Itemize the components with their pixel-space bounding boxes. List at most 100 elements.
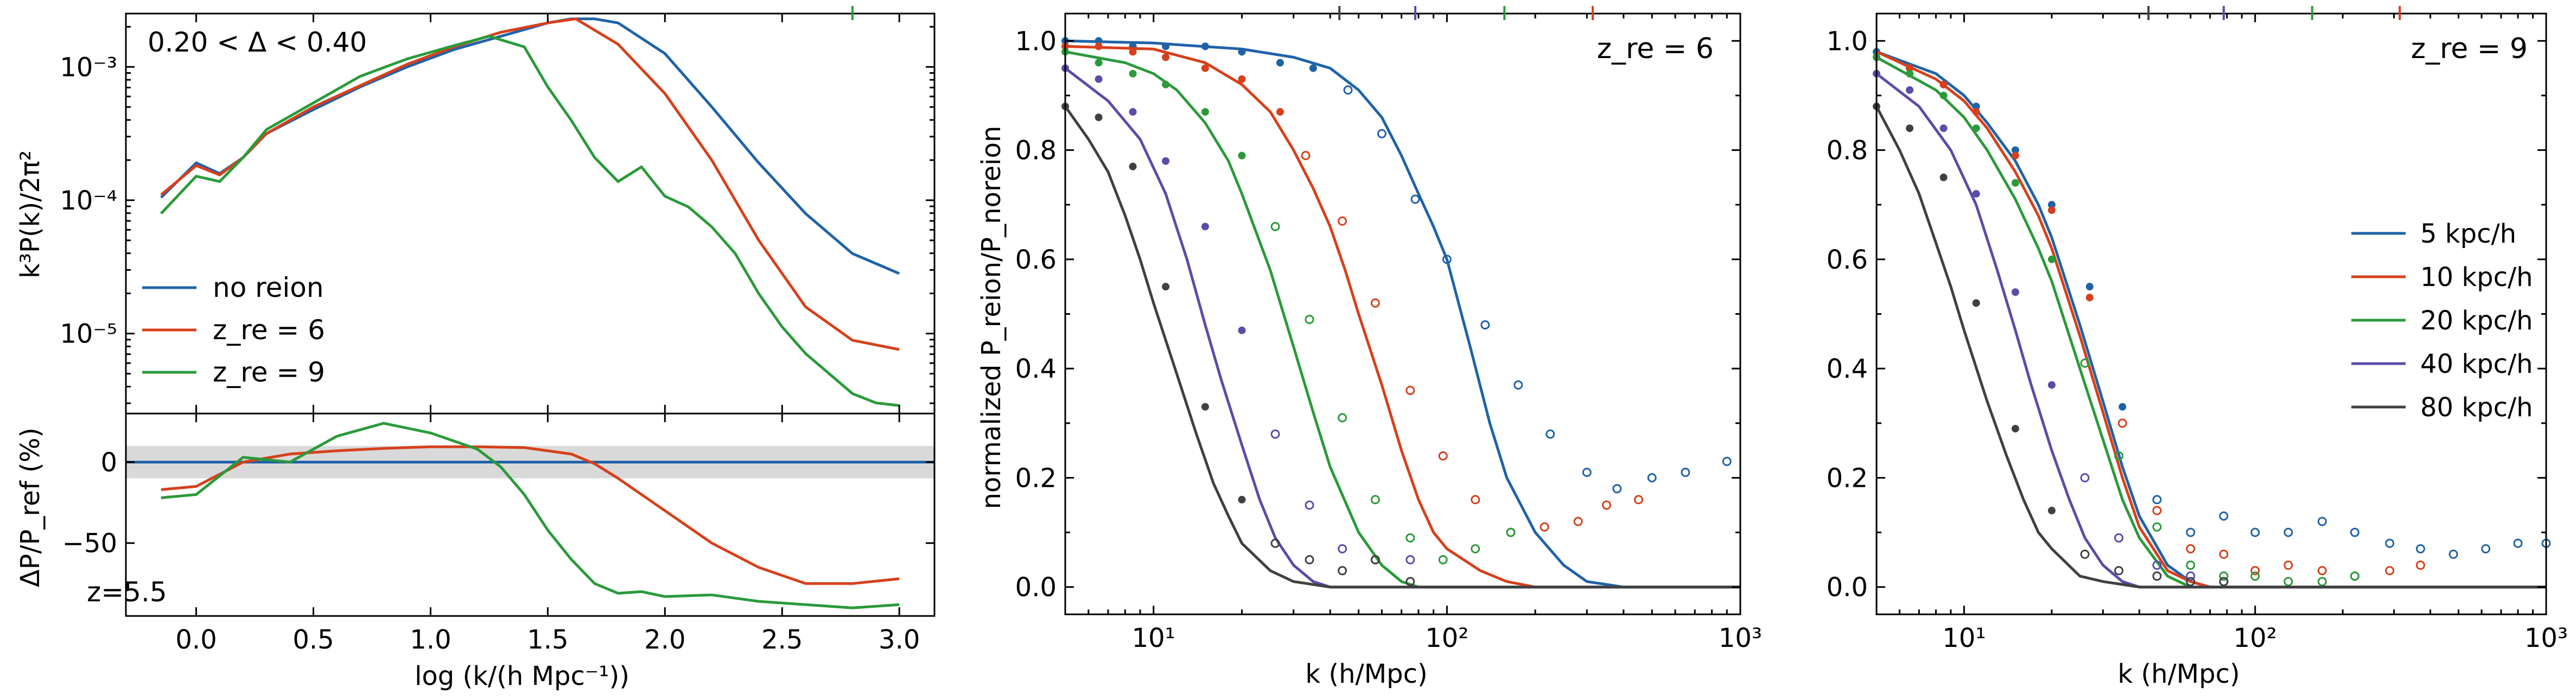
relative-difference-line-zre-6 [161,445,900,585]
zre-6-5-kpc-h-open-point [1513,380,1523,390]
zre-9-5-kpc-h-open-point [2219,511,2229,521]
zre-6-80-kpc-h-filled-point [1238,495,1246,504]
zre-6-lines [1061,37,1740,589]
zre-6-5-kpc-h-filled-point [1201,42,1209,50]
zre-9-20-kpc-h-open-point [2219,571,2229,581]
zre-9-5-kpc-h-filled-point [2119,403,2127,411]
zre-6-80-kpc-h-open-point [1370,555,1380,564]
zre-9-20-kpc-h-open-point [2250,571,2260,581]
zre-9-10-kpc-h-open-point [2284,560,2293,570]
zre-9-y-tick-label: 0.4 [1827,354,1868,384]
zre-6-40-kpc-h-open-point [1270,429,1280,439]
zre-6-5-kpc-h-open-point [1480,320,1490,330]
zre-9-20-kpc-h-open-point [2284,577,2293,587]
zre-6-80-kpc-h-filled-point [1129,162,1137,170]
zre-9-10-kpc-h-filled-point [2085,294,2094,302]
zre-9-40-kpc-h-open-point [2152,560,2162,570]
zre-9-10-kpc-h-open-point [2317,565,2327,575]
zre-6-5-kpc-h-open-point [1582,467,1592,477]
zre-6-5-kpc-h-open-point [1377,129,1386,138]
zre-6-20-kpc-h-open-point [1471,544,1480,554]
zre-6-20-kpc-h-filled-point [1238,151,1246,160]
zre-6-20-kpc-h-filled-point [1095,59,1103,67]
zre-9-40-kpc-h-filled-point [2047,381,2056,389]
zre-6-10-kpc-h-open-point [1405,385,1415,395]
zre-6-20-kpc-h-open-point [1370,495,1380,505]
zre-6-10-kpc-h-curve [1065,45,1740,589]
zre-6-5-kpc-h-open-point [1410,194,1420,204]
power-spectrum-y-tick-label: 10⁻³ [60,52,117,82]
zre-6-80-kpc-h-curve [1064,105,1740,589]
relative-difference-panel: 0 −50 0.0 0.5 1.0 1.5 2.0 2.5 3.0 z=5.5 ΔP/P_ref… [15,412,936,691]
zre-6-20-kpc-h-open-point [1405,533,1415,543]
legend-label: 10 kpc/h [2420,262,2533,293]
zre-6-x-tick-label: 10¹ [1132,623,1175,653]
relative-difference-lines [126,422,934,609]
zre-9-10-kpc-h-open-point [2219,549,2229,559]
relative-difference-x-tick-label: 2.5 [761,625,803,655]
zre-6-20-kpc-h-filled-point [1162,80,1170,88]
zre-9-title: z_re = 9 [2411,33,2528,65]
zre-6-x-tick-label: 10³ [1719,623,1762,653]
power-spectrum-frame [125,12,936,415]
zre-9-40-kpc-h-filled-point [2011,288,2019,296]
zre-6-x-label: k (h/Mpc) [1305,659,1427,689]
relative-difference-x-tick-label: 0.5 [292,625,334,655]
zre-9-10-kpc-h-open-point [2385,565,2395,575]
zre-9-lines [1873,48,2551,589]
zre-9-y-tick-label: 0.8 [1827,136,1868,166]
zre-6-panel: 0.0 0.2 0.4 0.6 0.8 1.0 10¹ 10² 10³ z_re = 6 nor… [976,6,1762,689]
zre-9-5-kpc-h-open-point [2350,528,2359,537]
zre-9-20-kpc-h-filled-point [2011,179,2019,187]
zre-9-5-kpc-h-open-point [2284,528,2293,537]
zre-6-40-kpc-h-filled-point [1095,75,1103,83]
relative-difference-x-tick-label: 0.0 [175,625,217,655]
zre-6-5-kpc-h-open-point [1681,467,1690,477]
relative-difference-y-tick-label: −50 [62,529,117,559]
zre-6-5-kpc-h-open-point [1442,255,1452,264]
zre-9-20-kpc-h-filled-point [1972,124,1980,132]
zre-9-panel: 0.0 0.2 0.4 0.6 0.8 1.0 10¹ 10² 10³ z_re = 9 5 k… [1827,6,2568,689]
zre-6-5-kpc-h-filled-point [1276,59,1284,67]
zre-6-5-kpc-h-filled-point [1309,64,1317,72]
zre-6-10-kpc-h-open-point [1540,522,1549,532]
zre-6-5-kpc-h-filled-point [1238,48,1246,56]
zre-6-20-kpc-h-open-point [1438,555,1448,564]
zre-6-5-kpc-h-filled-point [1095,37,1103,45]
zre-6-y-tick-label: 0.0 [1015,573,1057,603]
zre-9-80-kpc-h-open-point [2080,549,2090,559]
zre-9-80-kpc-h-curve [1875,105,2546,589]
zre-6-10-kpc-h-open-point [1471,495,1480,505]
zre-6-40-kpc-h-filled-point [1162,157,1170,165]
zre-9-5-kpc-h-open-point [2385,538,2395,548]
zre-9-10-kpc-h-filled-point [1906,64,1914,72]
zre-6-80-kpc-h-open-point [1305,555,1314,564]
zre-6-10-kpc-h-filled-point [1201,64,1209,72]
zre-6-20-kpc-h-open-point [1506,528,1516,537]
resolution-legend: 5 kpc/h 10 kpc/h 20 kpc/h 40 kpc/h 80 kpc/h [2351,219,2533,423]
zre-6-5-kpc-h-curve [1065,39,1740,589]
zre-6-y-tick-label: 0.6 [1015,245,1057,275]
zre-6-5-kpc-h-open-point [1545,429,1555,439]
zre-9-80-kpc-h-filled-point [1939,173,1948,181]
zre-6-5-kpc-h-open-point [1343,85,1353,95]
zre-6-80-kpc-h-filled-point [1162,283,1170,291]
zre-6-10-kpc-h-filled-point [1095,42,1103,50]
zre-9-80-kpc-h-open-point [2152,571,2162,581]
power-spectrum-y-label: k³P(k)/2π² [15,150,46,278]
zre-9-10-kpc-h-filled-point [1972,108,1980,116]
zre-9-80-kpc-h-filled-point [2011,424,2019,433]
zre-6-20-kpc-h-filled-point [1201,108,1209,116]
relative-difference-x-tick-label: 2.0 [644,625,685,655]
zre-6-40-kpc-h-open-point [1405,555,1415,564]
zre-9-5-kpc-h-filled-point [2047,201,2056,209]
power-spectrum-legend: no reion z_re = 6 z_re = 9 [142,272,325,388]
power-spectrum-y-tick-label: 10⁻⁵ [60,319,117,350]
zre-6-10-kpc-h-open-point [1602,500,1612,510]
zre-6-40-kpc-h-filled-point [1201,223,1209,231]
zre-9-x-tick-label: 10² [2234,623,2277,653]
zre-6-10-kpc-h-filled-point [1129,48,1137,56]
zre-9-5-kpc-h-open-point [2186,528,2196,537]
zre-6-10-kpc-h-open-point [1634,495,1644,505]
power-spectrum-y-tick-label: 10⁻⁴ [60,186,117,216]
